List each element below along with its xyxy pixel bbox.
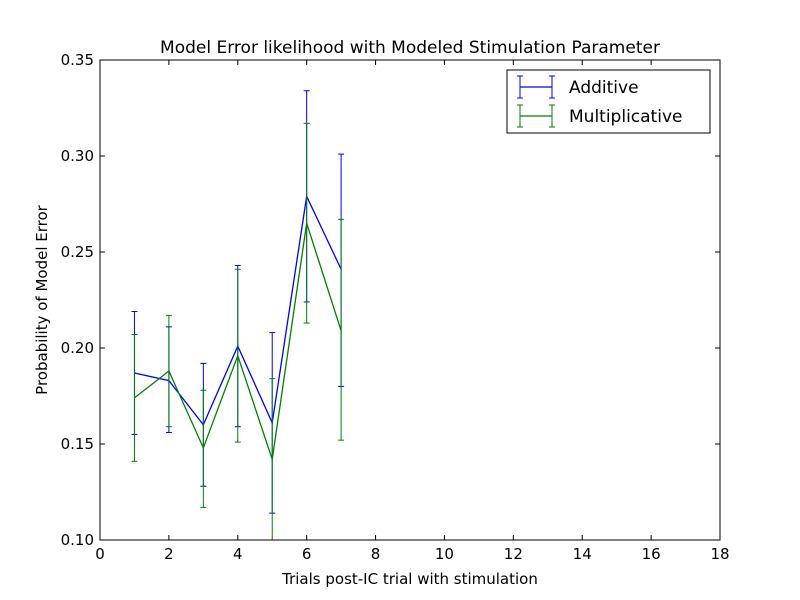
data-point: [168, 370, 170, 372]
data-point: [202, 447, 204, 449]
plot-frame: [99, 59, 721, 541]
x-tick-label: 16: [642, 545, 661, 563]
legend-entry-multiplicative: Multiplicative: [517, 104, 682, 128]
x-tick-label: 8: [371, 545, 381, 563]
x-tick-label: 6: [302, 545, 312, 563]
x-tick-label: 2: [164, 545, 174, 563]
y-tick-label: 0.35: [61, 51, 94, 69]
y-axis-label: Probability of Model Error: [33, 204, 51, 394]
y-tick-label: 0.25: [61, 243, 94, 261]
legend: Additive Multiplicative: [506, 69, 711, 134]
legend-box: [506, 69, 711, 134]
y-tick-label: 0.20: [61, 339, 94, 357]
x-axis-label: Trials post-IC trial with stimulation: [281, 570, 538, 588]
plot-area: [131, 90, 345, 540]
legend-label: Multiplicative: [569, 107, 682, 127]
legend-entry-additive: Additive: [517, 75, 639, 99]
series-multiplicative: [131, 122, 345, 540]
x-tick-label: 12: [504, 545, 523, 563]
data-point: [340, 330, 342, 332]
data-point: [237, 355, 239, 357]
chart-title: Model Error likelihood with Modeled Stim…: [160, 38, 660, 58]
y-tick-label: 0.15: [61, 435, 94, 453]
data-point: [306, 222, 308, 224]
x-tick-label: 14: [573, 545, 592, 563]
axes: 0 2 4 6 8 10 12 14 16 18 0.10 0.15 0.20 0.25 0.30 0.35: [61, 51, 730, 563]
legend-label: Additive: [569, 78, 639, 98]
x-tick-label: 18: [710, 545, 729, 563]
x-tick-label: 10: [435, 545, 454, 563]
data-point: [271, 458, 273, 460]
y-tick-label: 0.30: [61, 147, 94, 165]
x-tick-label: 4: [233, 545, 243, 563]
y-tick-label: 0.10: [61, 531, 94, 549]
x-tick-label: 0: [95, 545, 105, 563]
data-point: [133, 397, 136, 399]
